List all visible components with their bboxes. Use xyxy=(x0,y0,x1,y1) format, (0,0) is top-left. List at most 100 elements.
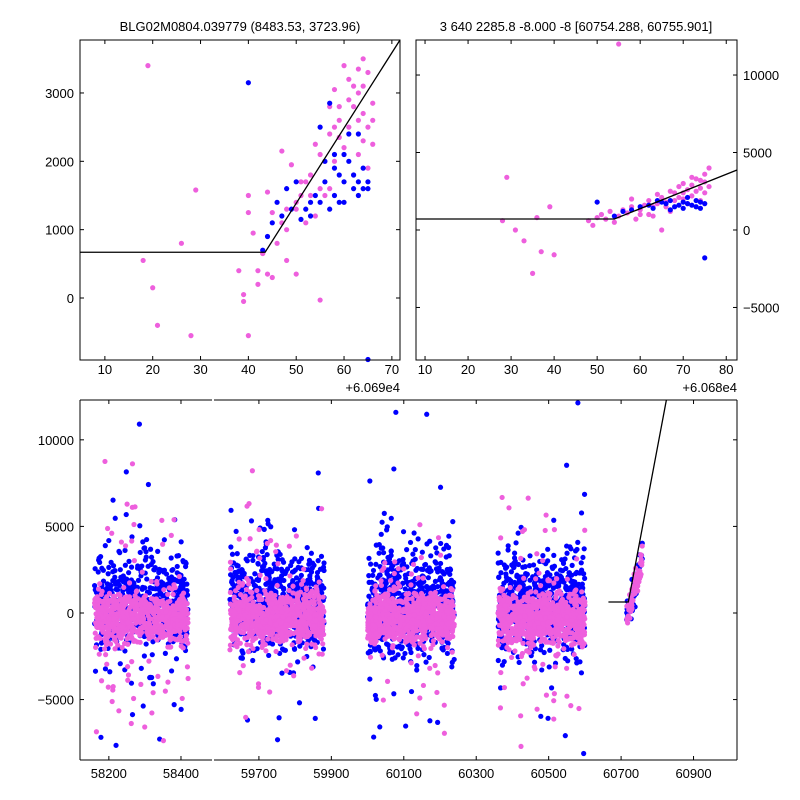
data-point-pink xyxy=(331,86,338,93)
data-point-blue xyxy=(360,165,366,171)
data-point-blue xyxy=(274,566,280,572)
data-point-pink xyxy=(390,600,397,606)
data-point-pink xyxy=(283,668,290,674)
data-point-pink xyxy=(310,629,316,635)
data-point-blue xyxy=(508,569,515,575)
data-point-pink xyxy=(317,186,323,192)
data-point-pink xyxy=(148,578,154,585)
data-point-blue xyxy=(113,586,119,592)
data-point-blue xyxy=(451,656,457,663)
data-point-pink xyxy=(293,271,299,277)
bottom-plot: 58200 58400 59700 59900 60100 60300 60500 60700… xyxy=(37,399,738,781)
data-point-pink xyxy=(370,117,376,123)
data-point-blue xyxy=(269,581,276,587)
data-point-pink xyxy=(392,626,398,632)
data-point-blue xyxy=(360,186,366,192)
data-point-pink xyxy=(311,623,317,629)
data-point-blue xyxy=(122,547,128,554)
data-point-blue xyxy=(105,586,111,592)
top-right-frame xyxy=(415,39,738,361)
data-point-blue xyxy=(107,669,113,675)
data-point-pink xyxy=(245,618,252,624)
data-point-pink xyxy=(427,597,433,603)
data-point-pink xyxy=(262,641,268,648)
data-point-pink xyxy=(283,621,289,628)
data-point-pink xyxy=(432,662,438,669)
data-point-pink xyxy=(386,598,392,604)
data-point-pink xyxy=(331,124,338,130)
data-point-blue xyxy=(415,536,421,542)
data-point-blue xyxy=(252,571,258,577)
data-point-blue xyxy=(98,734,104,740)
data-point-pink xyxy=(140,257,146,264)
data-point-pink xyxy=(227,566,234,572)
data-point-pink xyxy=(303,645,309,652)
data-point-blue xyxy=(564,462,570,468)
data-point-pink xyxy=(319,506,325,512)
data-point-blue xyxy=(128,564,135,570)
data-point-pink xyxy=(415,653,421,659)
data-point-blue xyxy=(432,559,438,565)
data-point-pink xyxy=(159,614,166,620)
data-point-pink xyxy=(157,601,163,607)
data-point-pink xyxy=(303,585,309,591)
data-point-pink xyxy=(257,555,263,561)
data-point-pink xyxy=(229,619,235,625)
data-point-blue xyxy=(540,553,546,559)
data-point-pink xyxy=(102,646,108,652)
data-point-pink xyxy=(628,196,635,202)
data-point-pink xyxy=(246,630,252,636)
data-point-pink xyxy=(233,641,239,647)
data-point-pink xyxy=(250,608,256,614)
data-point-blue xyxy=(99,565,105,571)
data-point-blue xyxy=(441,546,447,552)
data-point-pink xyxy=(111,616,117,622)
data-point-pink xyxy=(341,63,347,69)
data-point-blue xyxy=(173,656,180,662)
data-point-pink xyxy=(248,642,254,648)
data-point-pink xyxy=(274,240,280,246)
data-point-pink xyxy=(261,612,267,618)
data-point-pink xyxy=(430,642,436,648)
data-point-pink xyxy=(170,591,176,597)
data-point-blue xyxy=(578,560,584,566)
data-point-blue xyxy=(355,179,361,185)
data-point-blue xyxy=(150,681,156,687)
data-point-blue xyxy=(108,583,114,589)
data-point-pink xyxy=(448,592,454,599)
data-point-pink xyxy=(118,539,125,545)
x-tick-label: 30 xyxy=(504,362,518,377)
data-point-pink xyxy=(384,593,391,599)
data-point-blue xyxy=(162,650,168,656)
data-point-blue xyxy=(432,578,439,584)
data-point-blue xyxy=(318,553,325,559)
data-point-blue xyxy=(697,199,704,205)
data-point-pink xyxy=(124,594,130,600)
data-point-blue xyxy=(384,571,390,577)
data-point-pink xyxy=(306,632,313,638)
data-point-blue xyxy=(140,539,146,545)
data-point-pink xyxy=(294,629,300,635)
data-point-blue xyxy=(269,220,275,226)
data-point-blue xyxy=(112,515,118,521)
data-point-blue xyxy=(327,100,333,106)
data-point-pink xyxy=(331,158,338,164)
data-point-pink xyxy=(184,625,190,631)
data-point-pink xyxy=(646,197,652,204)
data-point-blue xyxy=(680,205,686,211)
data-point-blue xyxy=(233,528,239,535)
data-point-pink xyxy=(430,638,437,644)
data-point-pink xyxy=(98,606,104,612)
data-point-blue xyxy=(560,560,567,566)
data-point-blue xyxy=(447,571,453,577)
data-point-blue xyxy=(262,545,269,551)
data-point-pink xyxy=(676,183,682,190)
data-point-pink xyxy=(104,661,110,667)
data-point-blue xyxy=(315,470,321,476)
data-point-blue xyxy=(351,172,357,178)
data-point-blue xyxy=(554,583,560,590)
data-point-blue xyxy=(400,560,407,566)
data-point-pink xyxy=(273,549,279,555)
data-point-pink xyxy=(273,542,279,548)
data-point-blue xyxy=(144,536,150,543)
